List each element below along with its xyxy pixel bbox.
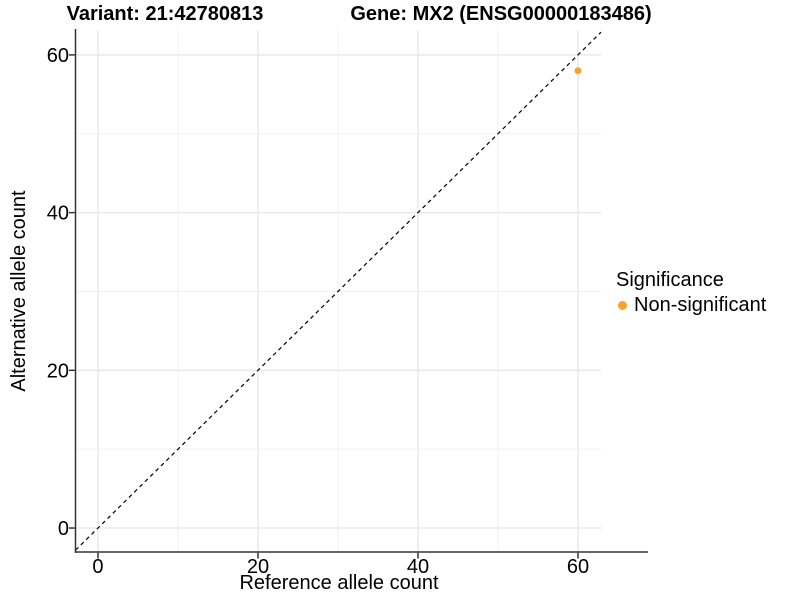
legend-items: Non-significant — [616, 294, 766, 316]
data-point — [574, 67, 582, 75]
x-tick-label: 20 — [247, 556, 269, 578]
y-tick-label: 60 — [47, 45, 69, 67]
x-tick-label: 0 — [92, 556, 103, 578]
legend-label: Non-significant — [634, 293, 767, 316]
legend: Significance Non-significant — [616, 268, 766, 316]
x-tick-label: 40 — [407, 556, 429, 578]
legend-title: Significance — [616, 269, 724, 291]
y-tick-label: 20 — [47, 360, 69, 382]
identity-line — [75, 31, 602, 551]
legend-item: Non-significant — [616, 294, 766, 316]
plot-title-gene: Gene: MX2 (ENSG00000183486) — [350, 3, 652, 25]
y-tick-label: 0 — [58, 518, 69, 540]
x-tick-label: 60 — [567, 556, 589, 578]
y-axis-title: Alternative allele count — [8, 190, 30, 392]
plot-title-variant: Variant: 21:42780813 — [66, 3, 264, 25]
legend-point-icon — [618, 300, 627, 310]
y-tick-label: 40 — [47, 203, 69, 225]
x-axis-title: Reference allele count — [239, 572, 439, 594]
